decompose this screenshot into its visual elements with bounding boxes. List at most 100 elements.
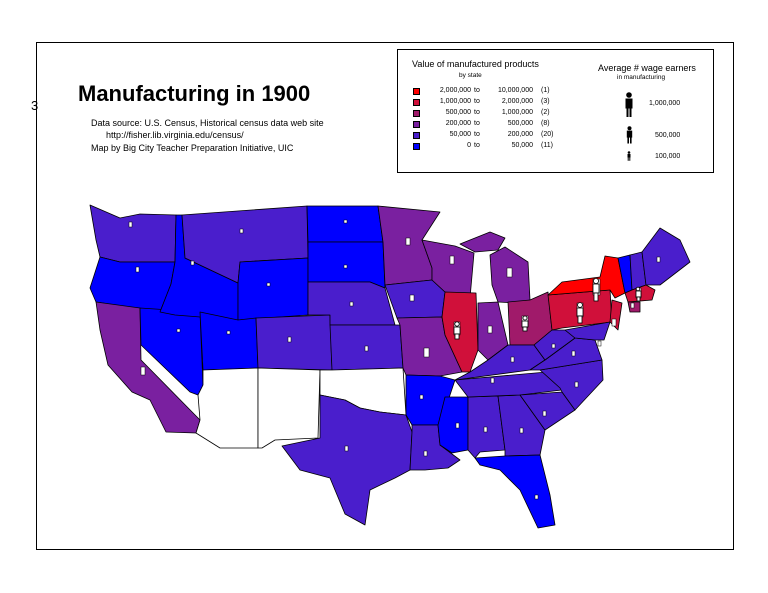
legend-count: (3) [541,98,550,105]
wage-mark-wy [266,282,271,287]
legend-value-subtitle: by state [459,72,482,79]
legend-wage-subtitle: in manufacturing [617,74,666,81]
data-source-line: Data source: U.S. Census, Historical cen… [91,118,324,128]
state-iowa [384,279,446,319]
legend-wage-value: 1,000,000 [649,100,681,107]
legend-low: 2,000,000 [439,87,471,94]
legend-to: to [474,120,480,127]
legend-to: to [474,87,480,94]
legend-box: Value of manufactured products by state … [397,49,714,173]
wage-mark-nd [343,219,348,224]
wage-mark-mn [405,237,411,246]
state-arizona [195,367,259,449]
legend-low: 0 [467,142,471,149]
wage-mark-md [597,340,602,347]
wage-mark-mi [506,267,513,278]
state-florida [474,454,556,529]
wage-mark-nc [574,381,579,388]
state-new-mexico [257,367,321,449]
legend-swatch [413,110,420,117]
legend-value-title: Value of manufactured products [412,59,539,69]
legend-swatch [413,132,420,139]
legend-low: 200,000 [445,120,471,127]
legend-high: 200,000 [507,131,533,138]
wage-mark-ca [140,366,146,376]
person-icon-large [625,92,633,117]
wage-mark-ut [226,330,231,335]
wage-mark-la [423,450,428,457]
legend-swatch [413,88,420,95]
person-icon-ny [592,277,600,302]
wage-mark-va [571,350,576,357]
legend-to: to [474,109,480,116]
state-north-dakota [306,205,384,243]
legend-count: (8) [541,120,550,127]
wage-mark-ia [409,294,415,302]
legend-swatch [413,99,420,106]
person-icon-medium [626,126,633,144]
state-utah [199,311,259,371]
legend-high: 1,000,000 [501,109,533,116]
legend-high: 50,000 [511,142,533,149]
state-michigan-up [459,231,506,253]
wage-mark-ar [419,394,424,400]
edge-glyph: 3 [31,98,39,113]
state-wyoming [237,257,309,321]
state-new-york [547,255,626,299]
wage-mark-nj [611,318,617,327]
wage-mark-mt [239,228,244,234]
wage-mark-me [656,256,661,263]
legend-to: to [474,142,480,149]
legend-count: (20) [541,131,554,138]
wage-mark-tx [344,445,349,452]
wage-mark-co [287,336,292,343]
person-icon-ma [635,286,642,302]
map-credit: Map by Big City Teacher Preparation Init… [91,143,294,153]
wage-mark-ct [630,302,635,309]
legend-high: 2,000,000 [501,98,533,105]
state-maryland [564,321,611,341]
legend-to: to [474,131,480,138]
wage-mark-wi [449,255,455,265]
person-icon-oh [521,315,529,332]
legend-count: (2) [541,109,550,116]
person-icon-il [453,321,461,340]
wage-mark-al [483,426,488,433]
wage-mark-in [487,325,493,334]
wage-mark-tn [490,377,495,384]
wage-mark-wa [128,221,133,228]
wage-mark-ga [519,427,524,434]
wage-mark-wv [551,343,556,349]
person-icon-pa [576,302,584,324]
legend-swatch [413,143,420,150]
wage-mark-nv [176,328,181,333]
wage-mark-or [135,266,140,273]
legend-swatch [413,121,420,128]
map-frame [36,42,734,550]
legend-low: 500,000 [445,109,471,116]
legend-wage-value: 100,000 [655,153,681,160]
wage-mark-ms [455,422,460,429]
wage-mark-sd [343,264,348,269]
state-colorado [255,314,333,371]
state-texas [281,394,413,526]
data-source-url: http://fisher.lib.virginia.edu/census/ [106,130,244,140]
legend-low: 50,000 [449,131,471,138]
legend-high: 500,000 [507,120,533,127]
legend-high: 10,000,000 [497,87,533,94]
state-mississippi [437,396,469,454]
wage-mark-ky [510,356,515,363]
wage-mark-mo [423,347,430,358]
legend-wage-title: Average # wage earners [598,63,696,73]
state-washington [89,204,177,263]
legend-to: to [474,98,480,105]
person-icon-small [627,151,631,161]
wage-mark-fl [534,494,539,500]
legend-wage-value: 500,000 [655,132,681,139]
state-maine [641,227,691,286]
wage-mark-ne [349,301,354,307]
legend-low: 1,000,000 [439,98,471,105]
wage-mark-ks [364,345,369,352]
wage-mark-sc [542,410,547,417]
